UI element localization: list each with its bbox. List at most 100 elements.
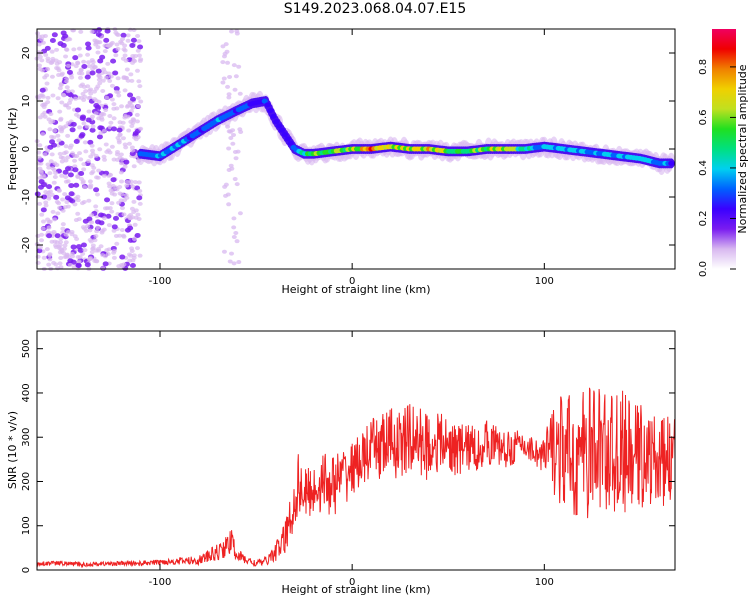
- spectrogram-noise-speck: [137, 201, 143, 206]
- spectrogram-noise-speck: [60, 155, 66, 160]
- spectrogram-noise-speck: [46, 196, 52, 201]
- spectrogram-noise-speck: [230, 128, 236, 133]
- spectrogram-noise-speck: [127, 27, 133, 32]
- spectrogram-noise-speck: [96, 246, 102, 251]
- spectrogram-noise-speck: [64, 85, 70, 90]
- spectrogram-noise-speck: [128, 179, 134, 184]
- spectrogram-noise-speck: [75, 244, 82, 250]
- spectrogram-noise-speck: [118, 161, 124, 166]
- spectrogram-ridge-core: [279, 127, 286, 133]
- spectrogram-noise-speck: [52, 217, 58, 222]
- spectrogram-noise-speck: [114, 157, 120, 162]
- spectrogram-noise-speck: [128, 119, 134, 124]
- spectrogram-noise-speck: [63, 144, 69, 149]
- spectrogram-noise-speck: [120, 32, 127, 38]
- spectrogram-noise-speck: [57, 60, 63, 65]
- spectrogram-noise-speck: [105, 61, 111, 66]
- spectrogram-noise-speck: [90, 148, 96, 153]
- spectrogram-noise-speck: [39, 87, 46, 93]
- spectrogram-noise-speck: [92, 238, 98, 243]
- spectrogram-noise-speck: [105, 43, 111, 48]
- spectrogram-noise-speck: [129, 42, 136, 48]
- spectrogram-noise-speck: [109, 201, 115, 206]
- spectrogram-noise-speck: [35, 254, 41, 259]
- spectrogram-noise-speck: [59, 72, 65, 77]
- spectrogram-noise-speck: [39, 37, 45, 42]
- spectrogram-noise-speck: [88, 185, 94, 190]
- spectrogram-noise-speck: [45, 67, 51, 72]
- spectrogram-noise-speck: [126, 128, 132, 133]
- spectrogram-noise-speck: [101, 67, 107, 72]
- spectrogram-noise-speck: [78, 84, 84, 89]
- spectrogram-noise-speck: [136, 195, 143, 201]
- spectrogram-noise-speck: [40, 207, 47, 213]
- spectrogram-noise-speck: [226, 202, 232, 207]
- spectrogram-noise-speck: [84, 224, 90, 229]
- spectrogram-noise-speck: [89, 127, 96, 133]
- spectrogram-noise-speck: [117, 120, 123, 125]
- spectrogram-noise-speck: [234, 182, 240, 187]
- spectrogram-noise-speck: [63, 54, 69, 59]
- spectrogram-noise-speck: [48, 60, 54, 65]
- spectrogram-noise-speck: [121, 47, 127, 52]
- spectrogram-noise-speck: [87, 228, 93, 233]
- spectrogram-noise-speck: [123, 145, 129, 150]
- spectrogram-noise-speck: [57, 86, 63, 91]
- spectrogram-noise-speck: [42, 33, 48, 38]
- spectrogram-noise-speck: [40, 40, 46, 45]
- spectrogram-noise-speck: [75, 211, 81, 216]
- spectrogram-noise-speck: [59, 100, 65, 105]
- spectrogram-noise-speck: [136, 53, 142, 58]
- spectrogram-noise-speck: [66, 105, 72, 110]
- spectrogram-noise-speck: [58, 116, 64, 121]
- spectrogram-noise-speck: [57, 246, 63, 251]
- spectrogram-noise-speck: [131, 237, 137, 242]
- spectrogram-noise-speck: [37, 166, 43, 171]
- spectrogram-y-axis-label: Frequency (Hz): [6, 108, 19, 191]
- spectrogram-noise-speck: [72, 164, 78, 169]
- spectrogram-noise-speck: [55, 211, 61, 216]
- spectrogram-noise-speck: [36, 155, 42, 160]
- spectrogram-noise-speck: [104, 197, 111, 203]
- spectrogram-noise-speck: [40, 94, 46, 99]
- spectrogram-noise-speck: [135, 95, 141, 100]
- spectrogram-noise-speck: [226, 95, 232, 100]
- spectrogram-noise-speck: [85, 45, 92, 51]
- spectrogram-noise-speck: [39, 232, 45, 237]
- spectrogram-noise-speck: [81, 63, 88, 69]
- spectrogram-noise-speck: [225, 60, 231, 65]
- spectrogram-noise-speck: [123, 193, 129, 198]
- spectrogram-noise-speck: [117, 184, 123, 189]
- spectrogram-noise-speck: [105, 213, 112, 219]
- spectrogram-noise-speck: [134, 119, 140, 124]
- spectrogram-noise-speck: [137, 84, 143, 89]
- spectrogram-noise-speck: [107, 78, 113, 83]
- spectrogram-noise-speck: [77, 75, 83, 80]
- spectrogram-noise-speck: [85, 52, 91, 57]
- spectrogram-noise-speck: [121, 262, 127, 267]
- spectrogram-noise-speck: [119, 104, 125, 109]
- spectrogram-noise-speck: [99, 54, 106, 60]
- spectrogram-noise-speck: [85, 41, 92, 47]
- spectrogram-noise-speck: [119, 192, 125, 197]
- spectrogram-noise-speck: [233, 74, 239, 79]
- spectrogram-noise-speck: [38, 161, 44, 166]
- spectrogram-noise-speck: [69, 232, 75, 237]
- spectrogram-noise-speck: [95, 32, 102, 38]
- spectrogram-noise-speck: [46, 233, 53, 239]
- spectrogram-noise-speck: [126, 141, 132, 146]
- spectrogram-noise-speck: [233, 156, 239, 161]
- spectrogram-noise-speck: [127, 100, 133, 105]
- spectrogram-noise-speck: [115, 32, 121, 37]
- spectrogram-noise-speck: [135, 212, 141, 217]
- spectrogram-noise-speck: [102, 49, 108, 54]
- spectrogram-noise-speck: [94, 175, 100, 180]
- snr-y-tick-label: 400: [21, 383, 32, 402]
- spectrogram-heatmap-layer: [34, 27, 676, 271]
- spectrogram-noise-speck: [75, 174, 81, 179]
- spectrogram-noise-speck: [103, 75, 109, 80]
- spectrogram-noise-speck: [119, 206, 125, 211]
- spectrogram-noise-speck: [44, 73, 50, 78]
- spectrogram-noise-speck: [86, 159, 92, 164]
